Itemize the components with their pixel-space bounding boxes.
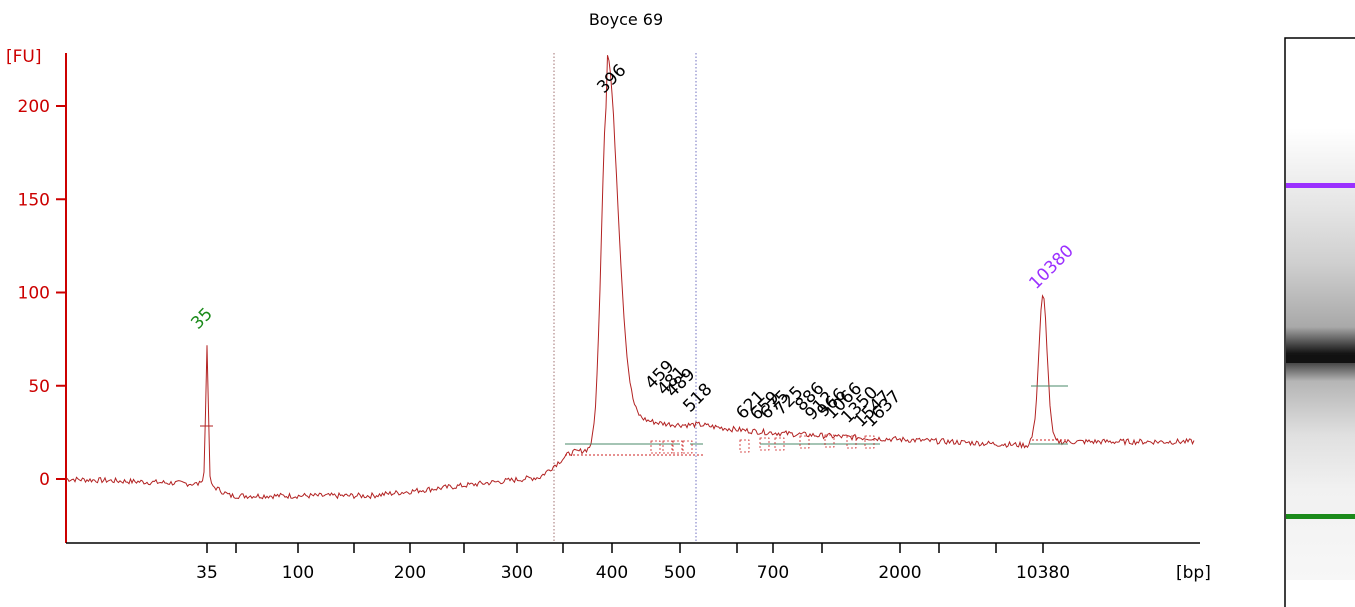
x-tick-label: 2000 — [878, 563, 921, 583]
peak-window — [799, 435, 810, 449]
x-tick-label: 300 — [501, 563, 533, 583]
trace-line — [65, 55, 1195, 500]
peak-window — [672, 440, 683, 454]
peak-window — [846, 435, 857, 449]
peak-window — [824, 434, 835, 448]
x-tick-label: 100 — [282, 563, 314, 583]
gel-lane-smear — [1286, 128, 1355, 580]
peak-window — [650, 440, 661, 454]
peak-window — [662, 440, 673, 454]
chart-title: Boyce 69 — [589, 10, 663, 29]
peak-window — [682, 440, 693, 454]
y-tick-label: 100 — [18, 284, 50, 304]
y-tick-label: 0 — [39, 470, 50, 490]
gel-lane — [1284, 37, 1355, 607]
electropherogram-trace — [65, 55, 1195, 500]
y-tick-label: 200 — [18, 97, 50, 117]
peak-label: 396 — [593, 60, 630, 97]
y-tick-label: 150 — [18, 190, 50, 210]
x-tick-label: 200 — [394, 563, 426, 583]
y-tick-label: 50 — [28, 377, 50, 397]
peak-window — [759, 437, 770, 451]
peak-window — [739, 439, 750, 453]
gel-band-main — [1286, 355, 1355, 363]
peak-window — [864, 435, 875, 449]
x-tick-label: 35 — [196, 563, 218, 583]
axes: 0 50 100 150 200 35 100 200 300 400 500 700 2000 1038… — [18, 53, 1200, 583]
x-tick-label: 500 — [664, 563, 696, 583]
peak-label: 10380 — [1025, 241, 1077, 293]
peak-label: 35 — [187, 304, 216, 333]
x-tick-label: 10380 — [1016, 563, 1070, 583]
peak-window — [774, 437, 785, 451]
gel-band-upper-marker — [1286, 183, 1355, 188]
y-axis-label: [FU] — [6, 47, 42, 67]
x-tick-label: 700 — [757, 563, 789, 583]
x-axis-label: [bp] — [1176, 563, 1211, 583]
gel-band-lower-marker — [1286, 514, 1355, 519]
x-tick-label: 400 — [596, 563, 628, 583]
region-boundaries — [553, 53, 697, 543]
